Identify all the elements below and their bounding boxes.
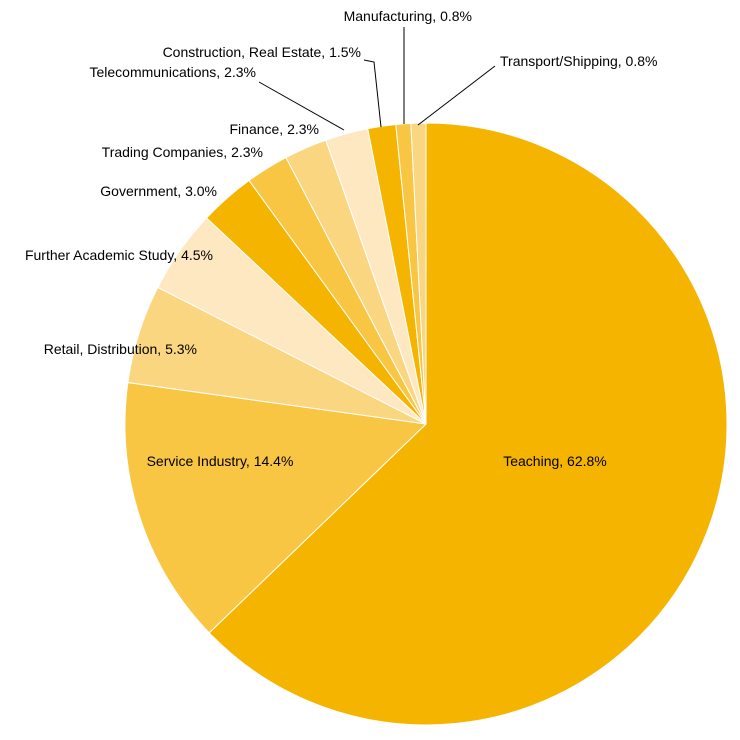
slice-label-retail-distribution: Retail, Distribution, 5.3% (44, 341, 197, 357)
pie-slices (124, 122, 728, 726)
slice-label-finance: Finance, 2.3% (230, 121, 320, 137)
slice-label-transport-shipping: Transport/Shipping, 0.8% (500, 53, 657, 69)
pie-labels: Teaching, 62.8% Service Industry, 14.4% Re… (25, 8, 658, 469)
slice-label-teaching: Teaching, 62.8% (503, 453, 607, 469)
slice-label-manufacturing: Manufacturing, 0.8% (344, 8, 472, 24)
slice-label-trading-companies: Trading Companies, 2.3% (102, 144, 263, 160)
leader-line-telecommunications (258, 81, 345, 131)
slice-label-government: Government, 3.0% (100, 183, 217, 199)
pie-slice-teaching (208, 122, 728, 726)
pie-slice-service-industry (124, 381, 428, 634)
leader-line-construction-real-estate (363, 59, 382, 128)
slice-label-service-industry: Service Industry, 14.4% (147, 453, 294, 469)
slice-label-telecommunications: Telecommunications, 2.3% (89, 64, 256, 80)
slice-label-further-academic-study: Further Academic Study, 4.5% (25, 247, 213, 263)
pie-slice-transport-shipping (410, 122, 427, 425)
slice-label-construction-real-estate: Construction, Real Estate, 1.5% (163, 44, 361, 60)
leader-line-transport-shipping (417, 65, 496, 126)
